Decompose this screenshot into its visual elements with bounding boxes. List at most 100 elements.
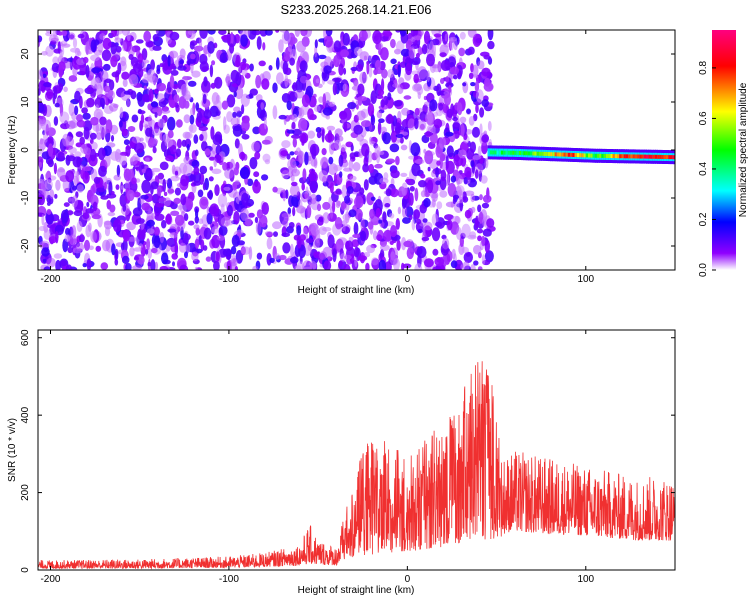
noise-blob xyxy=(436,160,441,166)
noise-blob xyxy=(230,117,239,127)
noise-blob xyxy=(121,255,130,264)
noise-blob xyxy=(215,251,220,262)
noise-blob xyxy=(218,225,228,236)
noise-blob xyxy=(322,201,331,210)
noise-blob xyxy=(332,82,338,96)
noise-blob xyxy=(410,30,418,38)
noise-blob xyxy=(318,216,324,222)
noise-blob xyxy=(444,33,448,42)
y-tick-label: 0 xyxy=(20,147,31,153)
noise-blob xyxy=(231,234,240,247)
noise-blob xyxy=(458,149,467,159)
noise-blob xyxy=(348,236,354,242)
noise-blob xyxy=(484,250,494,263)
band-core xyxy=(556,152,560,157)
noise-blob xyxy=(92,201,98,212)
noise-blob xyxy=(90,116,99,126)
noise-blob xyxy=(151,128,162,136)
noise-blob xyxy=(76,220,83,233)
noise-blob xyxy=(444,214,454,221)
band-core xyxy=(590,153,594,158)
noise-blob xyxy=(343,264,351,270)
noise-blob xyxy=(67,246,73,254)
noise-blob xyxy=(309,179,318,194)
noise-blob xyxy=(390,225,397,238)
noise-blob xyxy=(120,185,124,190)
noise-blob xyxy=(325,30,333,37)
noise-blob xyxy=(122,229,130,242)
noise-blob xyxy=(340,201,347,212)
band-core xyxy=(632,154,636,159)
noise-blob xyxy=(120,242,125,251)
noise-blob xyxy=(167,188,175,194)
noise-blob xyxy=(423,258,434,268)
noise-blob xyxy=(170,175,180,182)
noise-blob xyxy=(318,54,327,60)
noise-blob xyxy=(272,82,278,94)
noise-blob xyxy=(95,245,102,252)
noise-blob xyxy=(72,37,78,49)
noise-blob xyxy=(420,190,427,198)
noise-blob xyxy=(64,234,71,243)
colorbar-tick-label: 0.0 xyxy=(698,263,709,277)
noise-blob xyxy=(266,252,272,266)
noise-blob xyxy=(110,151,120,161)
noise-blob xyxy=(310,222,318,236)
noise-blob xyxy=(169,144,177,155)
band-core xyxy=(570,152,574,157)
noise-blob xyxy=(408,155,416,160)
band-core xyxy=(518,151,523,155)
noise-blob xyxy=(196,111,203,123)
noise-blob xyxy=(230,245,237,255)
noise-blob xyxy=(128,54,134,60)
noise-blob xyxy=(46,257,56,268)
noise-blob xyxy=(333,172,337,185)
band-core xyxy=(554,152,558,157)
noise-blob xyxy=(401,107,410,116)
band-core xyxy=(672,155,675,160)
noise-blob xyxy=(315,78,320,84)
noise-blob xyxy=(189,41,195,50)
noise-blob xyxy=(382,211,387,223)
noise-blob xyxy=(187,80,197,87)
noise-blob xyxy=(461,223,471,238)
noise-blob xyxy=(466,108,471,115)
noise-blob xyxy=(341,184,347,199)
noise-blob xyxy=(286,129,295,134)
noise-blob xyxy=(274,253,281,260)
noise-blob xyxy=(264,30,273,36)
noise-blob xyxy=(90,77,100,89)
noise-blob xyxy=(318,96,324,103)
noise-blob xyxy=(244,216,252,227)
noise-blob xyxy=(450,260,458,269)
band-core xyxy=(599,153,603,158)
noise-blob xyxy=(122,112,126,118)
noise-blob xyxy=(453,39,458,51)
noise-blob xyxy=(150,247,158,254)
x-tick-label: -200 xyxy=(40,574,60,585)
noise-blob xyxy=(478,211,484,224)
y-tick-label: -10 xyxy=(20,190,31,205)
noise-blob xyxy=(371,257,379,266)
noise-blob xyxy=(49,189,55,200)
noise-blob xyxy=(99,33,106,40)
noise-blob xyxy=(440,169,447,181)
band-core xyxy=(501,150,505,155)
noise-blob xyxy=(47,201,51,206)
noise-blob xyxy=(459,31,466,40)
noise-blob xyxy=(399,30,407,37)
noise-blob xyxy=(431,227,441,242)
noise-blob xyxy=(159,265,169,270)
noise-blob xyxy=(146,228,155,235)
noise-blob xyxy=(174,170,179,176)
noise-blob xyxy=(203,227,212,240)
noise-blob xyxy=(83,126,90,140)
noise-blob xyxy=(389,188,399,198)
noise-blob xyxy=(90,230,97,243)
noise-blob xyxy=(127,126,136,132)
noise-blob xyxy=(338,63,344,76)
noise-blob xyxy=(150,259,156,270)
noise-blob xyxy=(42,73,47,79)
noise-blob xyxy=(481,99,490,108)
noise-blob xyxy=(281,140,291,149)
